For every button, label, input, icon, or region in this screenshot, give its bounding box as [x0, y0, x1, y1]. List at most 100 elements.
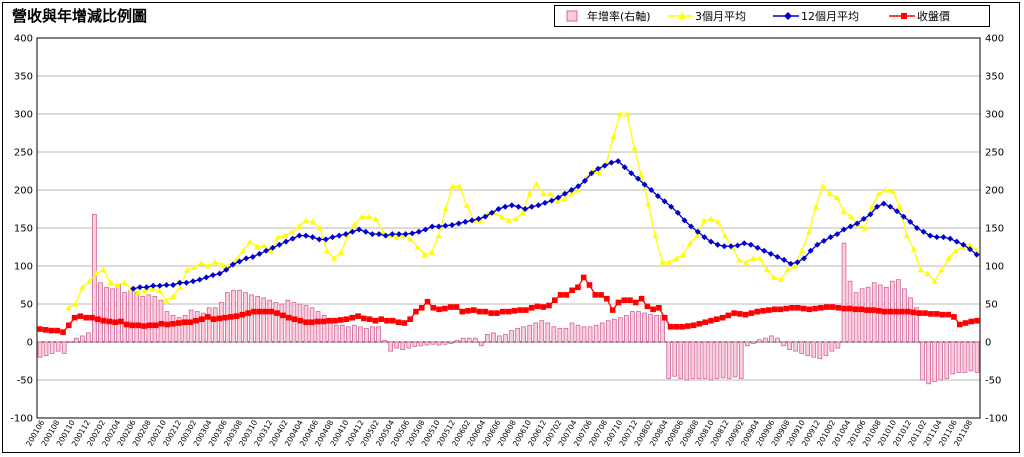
yoy-bar [642, 312, 647, 343]
yoy-bar [732, 341, 738, 378]
yoy-bar [37, 341, 43, 358]
avg3-point [638, 171, 645, 178]
avg3-point [386, 232, 393, 239]
price-point [933, 311, 940, 317]
avg3-point [624, 111, 631, 117]
price-point [789, 305, 795, 311]
yoy-bar [533, 322, 539, 343]
price-point [835, 305, 842, 311]
avg12-point [920, 228, 927, 235]
avg12-point [794, 259, 801, 266]
avg3-point [805, 228, 812, 235]
price-point [604, 295, 610, 302]
yoy-bar [950, 341, 956, 375]
avg3-point [184, 266, 191, 273]
price-point [910, 309, 917, 316]
avg3-point [561, 196, 568, 202]
avg12-point [814, 241, 821, 248]
avg3-point [687, 240, 694, 246]
avg3-point [100, 266, 107, 273]
avg12-point [601, 162, 608, 169]
avg12-point [542, 199, 549, 206]
avg12-point [528, 203, 535, 210]
price-point [83, 314, 89, 321]
yoy-bar [902, 288, 907, 343]
price-point [395, 319, 402, 326]
price-point [54, 327, 61, 334]
yoy-bar [799, 341, 805, 354]
yoy-bar [315, 311, 321, 343]
avg3-point [407, 236, 414, 242]
yoy-bar [110, 288, 115, 343]
avg3-point [722, 232, 729, 239]
y-left-tick-label: 400 [14, 34, 33, 45]
avg3-point [826, 190, 833, 197]
price-point [210, 316, 217, 322]
yoy-bar [333, 324, 339, 343]
yoy-bar [708, 341, 714, 381]
yoy-bar [563, 327, 569, 343]
price-point [239, 311, 246, 318]
yoy-bar [515, 327, 520, 343]
yoy-bar [811, 341, 817, 358]
avg12-point [555, 194, 562, 201]
price-point [899, 308, 905, 315]
avg3-point [219, 261, 226, 267]
avg3-point [736, 256, 743, 263]
avg12-point [402, 231, 409, 238]
price-point [256, 308, 263, 315]
avg12-point [322, 236, 329, 243]
price-point [962, 320, 969, 326]
avg3-point [365, 213, 372, 220]
avg3-point [435, 232, 442, 239]
yoy-bar [587, 326, 593, 343]
price-point [528, 305, 535, 311]
price-point [557, 292, 564, 298]
avg12-point [369, 231, 376, 238]
price-point [887, 308, 894, 315]
y-left-tick-label: 0 [27, 338, 33, 349]
price-point [280, 312, 286, 319]
avg3-point [547, 190, 554, 197]
avg12-point [156, 282, 163, 289]
yoy-bar [781, 341, 786, 347]
yoy-bar [86, 332, 91, 343]
avg3-point [910, 246, 917, 252]
price-point [262, 308, 269, 315]
price-point [598, 292, 604, 298]
avg3-point [791, 263, 798, 269]
avg3-point [177, 284, 184, 290]
avg3-point [463, 202, 470, 208]
avg3-point [114, 282, 121, 288]
legend-label-price: 收盤價 [917, 10, 950, 23]
yoy-bar [140, 295, 146, 343]
yoy-bar [775, 337, 780, 343]
avg3-point [966, 241, 973, 248]
avg3-point [652, 232, 659, 239]
avg3-point [917, 266, 924, 273]
avg12-point [329, 234, 336, 241]
price-point [216, 315, 223, 322]
yoy-bar [509, 330, 514, 343]
avg12-point [561, 190, 568, 197]
yoy-bar [436, 341, 442, 346]
avg12-point [721, 243, 728, 250]
avg3-point [414, 244, 421, 250]
avg12-point [827, 234, 834, 241]
price-point [632, 299, 639, 306]
price-point [661, 314, 668, 321]
avg12-point [588, 170, 595, 177]
price-point [812, 305, 818, 312]
avg3-point [756, 255, 763, 261]
price-point [37, 326, 43, 332]
price-point [748, 310, 755, 316]
avg12-point [342, 231, 349, 238]
price-point [708, 317, 714, 324]
price-point [499, 308, 506, 315]
avg12-point [170, 282, 177, 288]
yoy-bar [291, 302, 297, 343]
price-point [100, 317, 107, 324]
yoy-bar [448, 341, 454, 344]
yoy-bar [382, 340, 387, 343]
avg3-point [945, 255, 952, 261]
